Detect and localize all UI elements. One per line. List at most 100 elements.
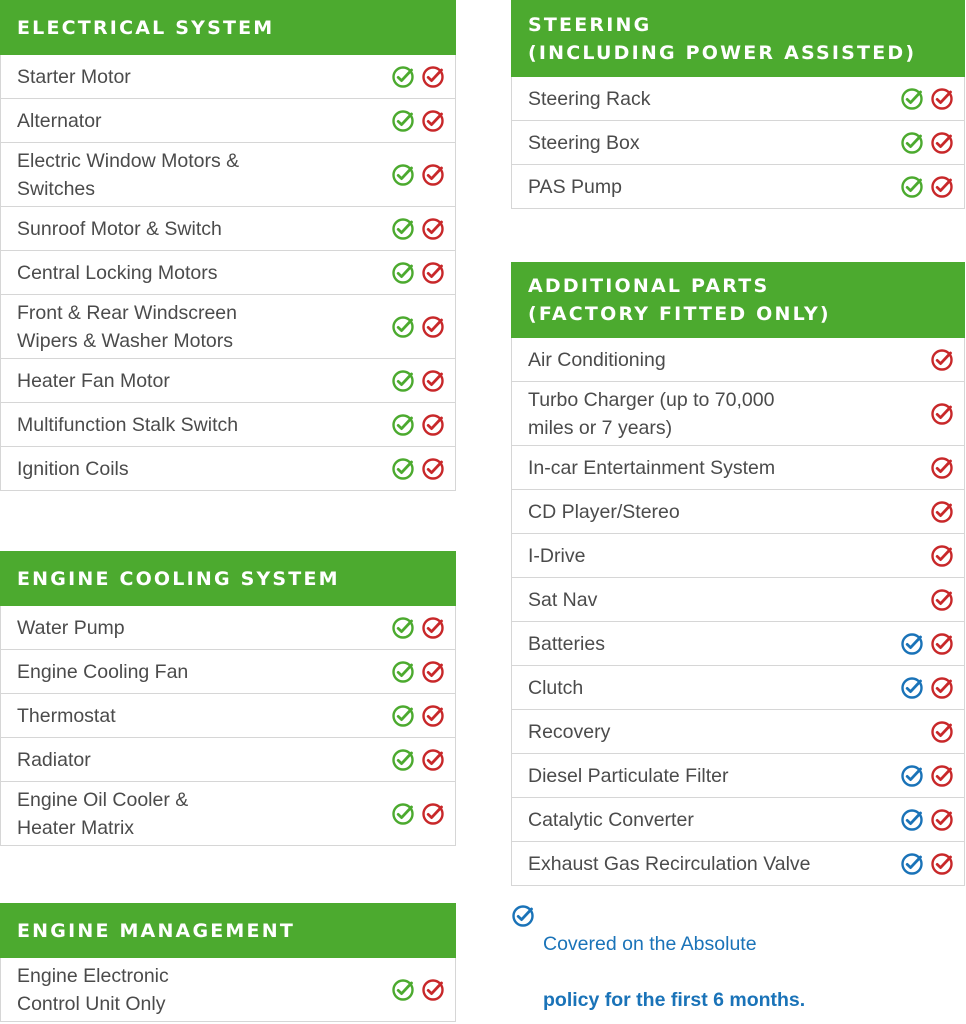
row-list: Steering Rack Steering Box PAS Pump bbox=[511, 77, 965, 209]
part-name: Turbo Charger (up to 70,000 miles or 7 y… bbox=[528, 388, 775, 439]
coverage-icons bbox=[391, 217, 445, 241]
coverage-row: Radiator bbox=[0, 738, 456, 782]
coverage-row: Alternator bbox=[0, 99, 456, 143]
red-check-circle-icon bbox=[931, 131, 953, 154]
coverage-row: Engine Oil Cooler & Heater Matrix bbox=[0, 782, 456, 846]
coverage-note: Covered on the Absolute policy for the f… bbox=[511, 902, 871, 1014]
coverage-note-text: Covered on the Absolute policy for the f… bbox=[543, 902, 805, 1014]
empty-icon-slot bbox=[900, 500, 924, 524]
part-name: Recovery bbox=[528, 720, 611, 743]
coverage-icons bbox=[900, 808, 954, 832]
red-check-circle-icon bbox=[422, 217, 444, 240]
part-name: Electric Window Motors & Switches bbox=[17, 149, 240, 200]
part-name: CD Player/Stereo bbox=[528, 500, 680, 523]
coverage-row: Air Conditioning bbox=[511, 338, 965, 382]
empty-icon-slot bbox=[900, 456, 924, 480]
red-check-circle-icon bbox=[931, 852, 953, 875]
row-list: Water Pump Engine Cooling Fan Thermostat Ra… bbox=[0, 606, 456, 846]
empty-icon-slot bbox=[900, 720, 924, 744]
part-name: Catalytic Converter bbox=[528, 808, 694, 831]
part-name: Heater Fan Motor bbox=[17, 369, 170, 392]
blue-check-circle-icon bbox=[901, 808, 923, 831]
red-check-circle-icon bbox=[931, 402, 953, 425]
section-additional-parts: ADDITIONAL PARTS (FACTORY FITTED ONLY) A… bbox=[511, 262, 965, 886]
coverage-icons bbox=[391, 65, 445, 89]
coverage-row: PAS Pump bbox=[511, 165, 965, 209]
coverage-icons bbox=[900, 764, 954, 788]
green-check-circle-icon bbox=[392, 163, 414, 186]
part-name: Batteries bbox=[528, 632, 605, 655]
section-engine-cooling-system: ENGINE COOLING SYSTEM Water Pump Engine C… bbox=[0, 551, 456, 846]
part-name: Air Conditioning bbox=[528, 348, 666, 371]
red-check-circle-icon bbox=[422, 802, 444, 825]
green-check-circle-icon bbox=[392, 109, 414, 132]
coverage-icons bbox=[900, 131, 954, 155]
coverage-row: Ignition Coils bbox=[0, 447, 456, 491]
green-check-circle-icon bbox=[392, 261, 414, 284]
coverage-icons bbox=[391, 457, 445, 481]
section-title: ENGINE COOLING SYSTEM bbox=[0, 551, 456, 606]
coverage-row: Recovery bbox=[511, 710, 965, 754]
part-name: Exhaust Gas Recirculation Valve bbox=[528, 852, 811, 875]
green-check-circle-icon bbox=[901, 87, 923, 110]
part-name: Thermostat bbox=[17, 704, 116, 727]
green-check-circle-icon bbox=[901, 175, 923, 198]
coverage-icons bbox=[900, 87, 954, 111]
coverage-row: I-Drive bbox=[511, 534, 965, 578]
red-check-circle-icon bbox=[422, 978, 444, 1001]
coverage-row: Water Pump bbox=[0, 606, 456, 650]
coverage-icons bbox=[900, 676, 954, 700]
green-check-circle-icon bbox=[392, 748, 414, 771]
red-check-circle-icon bbox=[422, 65, 444, 88]
coverage-icons bbox=[900, 456, 954, 480]
coverage-row: Sunroof Motor & Switch bbox=[0, 207, 456, 251]
coverage-icons bbox=[900, 544, 954, 568]
empty-icon-slot bbox=[900, 402, 924, 426]
green-check-circle-icon bbox=[392, 65, 414, 88]
section-electrical-system: ELECTRICAL SYSTEM Starter Motor Alternato… bbox=[0, 0, 456, 491]
coverage-row: Steering Box bbox=[511, 121, 965, 165]
green-check-circle-icon bbox=[392, 978, 414, 1001]
row-list: Engine Electronic Control Unit Only bbox=[0, 958, 456, 1022]
red-check-circle-icon bbox=[422, 660, 444, 683]
blue-check-circle-icon bbox=[901, 676, 923, 699]
part-name: Clutch bbox=[528, 676, 584, 699]
coverage-icons bbox=[391, 109, 445, 133]
coverage-row: Diesel Particulate Filter bbox=[511, 754, 965, 798]
coverage-icons bbox=[391, 660, 445, 684]
red-check-circle-icon bbox=[422, 748, 444, 771]
part-name: Steering Box bbox=[528, 131, 640, 154]
green-check-circle-icon bbox=[392, 616, 414, 639]
coverage-note-line-2: policy for the first 6 months. bbox=[543, 989, 806, 1011]
part-name: Sunroof Motor & Switch bbox=[17, 217, 222, 240]
red-check-circle-icon bbox=[931, 720, 953, 743]
red-check-circle-icon bbox=[422, 457, 444, 480]
coverage-icons bbox=[391, 616, 445, 640]
coverage-row: Thermostat bbox=[0, 694, 456, 738]
coverage-icons bbox=[391, 978, 445, 1002]
red-check-circle-icon bbox=[931, 500, 953, 523]
red-check-circle-icon bbox=[931, 632, 953, 655]
green-check-circle-icon bbox=[901, 131, 923, 154]
coverage-icons bbox=[391, 802, 445, 826]
coverage-row: Batteries bbox=[511, 622, 965, 666]
part-name: Steering Rack bbox=[528, 87, 651, 110]
coverage-row: Steering Rack bbox=[511, 77, 965, 121]
blue-check-circle-icon bbox=[512, 905, 534, 927]
part-name: I-Drive bbox=[528, 544, 586, 567]
green-check-circle-icon bbox=[392, 704, 414, 727]
section-title: STEERING (INCLUDING POWER ASSISTED) bbox=[511, 0, 965, 77]
part-name: PAS Pump bbox=[528, 175, 622, 198]
coverage-icons bbox=[391, 315, 445, 339]
red-check-circle-icon bbox=[931, 175, 953, 198]
part-name: In-car Entertainment System bbox=[528, 456, 776, 479]
green-check-circle-icon bbox=[392, 457, 414, 480]
red-check-circle-icon bbox=[422, 369, 444, 392]
blue-check-circle-icon bbox=[901, 764, 923, 787]
part-name: Engine Oil Cooler & Heater Matrix bbox=[17, 788, 189, 839]
coverage-icons bbox=[900, 175, 954, 199]
coverage-row: Heater Fan Motor bbox=[0, 359, 456, 403]
part-name: Front & Rear Windscreen Wipers & Washer … bbox=[17, 301, 237, 352]
part-name: Water Pump bbox=[17, 616, 125, 639]
part-name: Multifunction Stalk Switch bbox=[17, 413, 239, 436]
